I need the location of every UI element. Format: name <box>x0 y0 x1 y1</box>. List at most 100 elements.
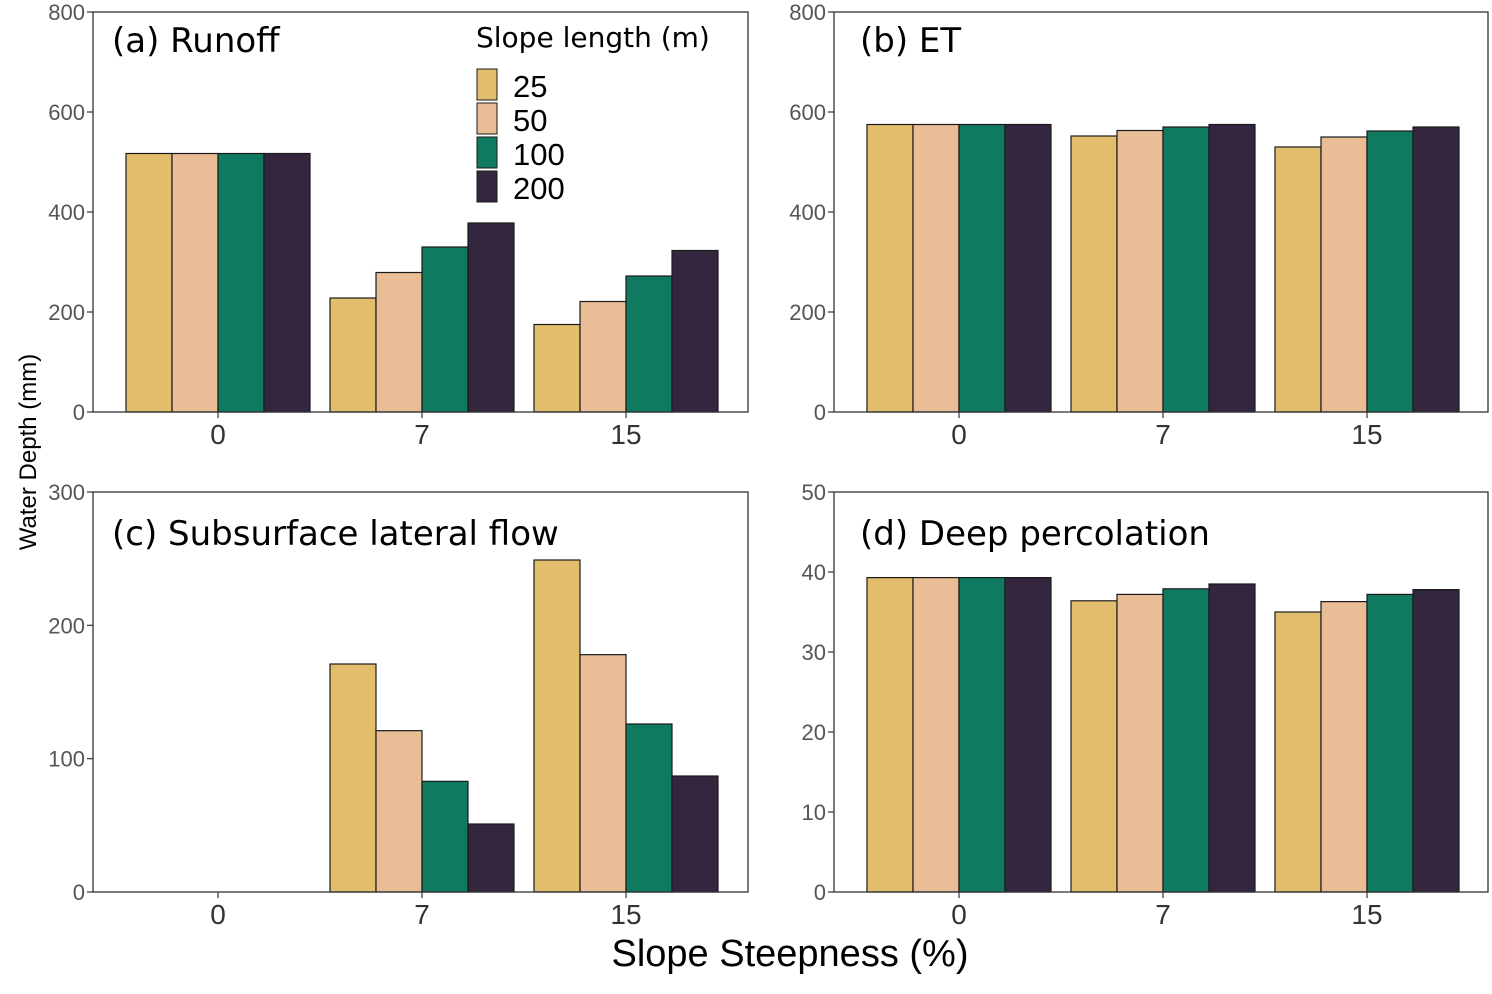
legend-label-25: 25 <box>513 69 547 104</box>
y-tick-label: 200 <box>48 613 85 638</box>
legend-title: Slope length (m) <box>476 21 710 54</box>
bar-25-slope-15 <box>1274 146 1322 413</box>
bar-100-slope-15 <box>625 723 673 893</box>
y-tick-label: 600 <box>48 100 85 125</box>
legend: Slope length (m) 25 50 100 200 <box>476 21 710 206</box>
x-tick-label: 0 <box>951 419 967 450</box>
bar-200-slope-15 <box>671 775 719 893</box>
bar-100-slope-7 <box>421 780 469 893</box>
panel-runoff: 0 200 400 600 800 0 7 15 (a) Runoff <box>48 0 749 450</box>
bar-200-slope-0 <box>1004 576 1052 893</box>
bar-200-slope-7 <box>467 823 515 893</box>
panel-border <box>833 11 1489 413</box>
legend-swatch-25 <box>476 68 498 101</box>
bar-50-slope-15 <box>1320 136 1368 413</box>
bar-25-slope-0 <box>125 152 173 413</box>
x-tick-label: 0 <box>210 899 226 930</box>
x-tick-label: 7 <box>1155 419 1171 450</box>
legend-swatch-100 <box>476 136 498 169</box>
y-tick-label: 10 <box>802 800 826 825</box>
y-tick-label: 50 <box>802 480 826 505</box>
bar-200-slope-0 <box>1004 123 1052 413</box>
bar-100-slope-15 <box>625 275 673 413</box>
x-axis-label: Slope Steepness (%) <box>612 933 969 975</box>
x-tick-label: 0 <box>951 899 967 930</box>
bar-50-slope-0 <box>912 576 960 893</box>
legend-swatch-200 <box>476 170 498 203</box>
panel-subsurface-lateral-flow: 0 100 200 300 0 7 15 (c) Subsurface lateral flo… <box>48 480 749 930</box>
x-tick-label: 15 <box>1351 899 1382 930</box>
y-tick-label: 600 <box>789 100 826 125</box>
y-tick-label: 0 <box>814 400 826 425</box>
bar-200-slope-15 <box>1412 126 1460 413</box>
bar-25-slope-0 <box>866 123 914 413</box>
y-tick-label: 800 <box>48 0 85 25</box>
x-tick-label: 15 <box>610 899 641 930</box>
y-tick-label: 400 <box>48 200 85 225</box>
bar-200-slope-7 <box>1208 123 1256 413</box>
legend-label-100: 100 <box>513 137 565 172</box>
bar-25-slope-7 <box>329 663 377 893</box>
bar-25-slope-7 <box>1070 135 1118 413</box>
bar-50-slope-0 <box>171 152 219 413</box>
panel-title: (b) ET <box>860 21 961 61</box>
panel-border <box>92 491 749 893</box>
bar-100-slope-7 <box>421 246 469 413</box>
y-tick-label: 20 <box>802 720 826 745</box>
x-tick-label: 7 <box>1155 899 1171 930</box>
bar-25-slope-7 <box>329 297 377 413</box>
x-tick-label: 7 <box>414 899 430 930</box>
panel-title: (d) Deep percolation <box>860 514 1210 554</box>
y-tick-label: 100 <box>48 747 85 772</box>
y-tick-label: 400 <box>789 200 826 225</box>
bar-25-slope-0 <box>866 576 914 893</box>
bar-100-slope-0 <box>217 152 265 413</box>
bar-100-slope-7 <box>1162 126 1210 413</box>
y-tick-label: 40 <box>802 560 826 585</box>
bar-200-slope-15 <box>671 249 719 413</box>
panel-et: 0 200 400 600 800 0 7 15 (b) ET <box>789 0 1489 450</box>
bar-50-slope-7 <box>1116 129 1164 413</box>
bar-50-slope-7 <box>375 271 423 413</box>
legend-swatch-50 <box>476 102 498 135</box>
legend-label-50: 50 <box>513 103 547 138</box>
y-tick-label: 30 <box>802 640 826 665</box>
y-tick-label: 0 <box>814 880 826 905</box>
y-tick-label: 800 <box>789 0 826 25</box>
bar-50-slope-7 <box>1116 593 1164 893</box>
bar-50-slope-15 <box>579 654 627 893</box>
panel-deep-percolation: 0 10 20 30 40 50 0 7 15 (d) Deep percolation <box>802 480 1489 930</box>
legend-label-200: 200 <box>513 171 565 206</box>
bar-200-slope-7 <box>467 222 515 413</box>
bar-100-slope-7 <box>1162 588 1210 893</box>
panel-border <box>92 11 749 413</box>
bar-25-slope-15 <box>533 323 581 413</box>
bar-50-slope-15 <box>1320 600 1368 893</box>
panel-border <box>833 491 1489 893</box>
y-tick-label: 200 <box>48 300 85 325</box>
bar-50-slope-7 <box>375 730 423 893</box>
bar-100-slope-15 <box>1366 130 1414 413</box>
bar-25-slope-7 <box>1070 600 1118 893</box>
x-tick-label: 15 <box>610 419 641 450</box>
bar-100-slope-15 <box>1366 593 1414 893</box>
bar-100-slope-0 <box>958 576 1006 893</box>
y-tick-label: 300 <box>48 480 85 505</box>
y-axis-label: Water Depth (mm) <box>15 354 42 550</box>
x-tick-label: 15 <box>1351 419 1382 450</box>
panel-title: (c) Subsurface lateral flow <box>112 514 559 554</box>
bar-25-slope-15 <box>533 559 581 893</box>
bar-50-slope-15 <box>579 300 627 413</box>
panel-title: (a) Runoff <box>112 21 281 61</box>
bar-25-slope-15 <box>1274 611 1322 893</box>
bar-50-slope-0 <box>912 123 960 413</box>
bar-100-slope-0 <box>958 123 1006 413</box>
y-tick-label: 0 <box>73 400 85 425</box>
x-tick-label: 7 <box>414 419 430 450</box>
bar-200-slope-7 <box>1208 583 1256 893</box>
y-tick-label: 200 <box>789 300 826 325</box>
y-tick-label: 0 <box>73 880 85 905</box>
x-tick-label: 0 <box>210 419 226 450</box>
bar-200-slope-0 <box>263 152 311 413</box>
